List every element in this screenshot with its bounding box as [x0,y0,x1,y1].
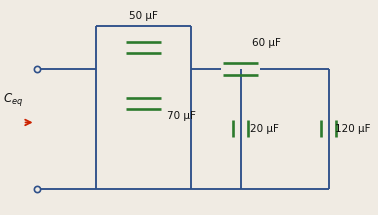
Text: 70 μF: 70 μF [167,111,197,121]
Text: $C_{eq}$: $C_{eq}$ [3,91,23,108]
Text: 50 μF: 50 μF [129,11,158,21]
Text: 60 μF: 60 μF [252,38,281,48]
Text: 120 μF: 120 μF [335,124,371,134]
Text: 20 μF: 20 μF [250,124,279,134]
